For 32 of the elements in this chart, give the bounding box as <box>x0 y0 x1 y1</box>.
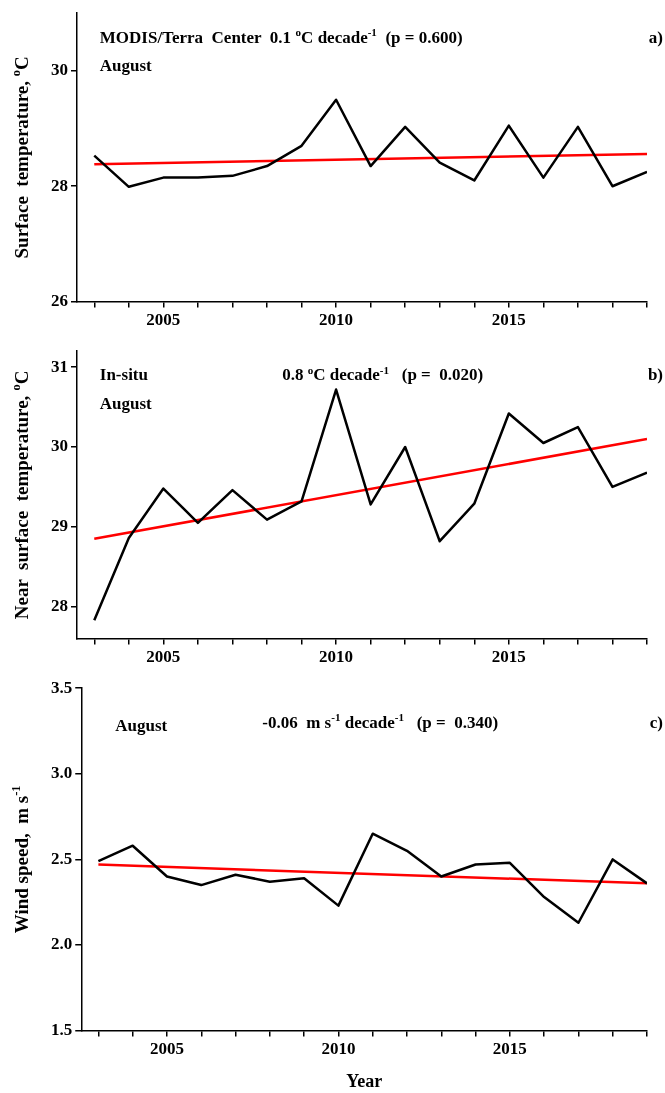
x-tick-label: 2005 <box>146 310 181 330</box>
annotation: August <box>99 56 153 76</box>
y-tick-label: 31 <box>51 356 68 376</box>
y-tick-label: 3.0 <box>51 763 73 783</box>
y-tick-label: 30 <box>51 60 68 80</box>
x-tick-label: 2010 <box>319 647 354 667</box>
y-tick-label: 29 <box>51 516 68 536</box>
y-axis-title: Near surface temperature, oC <box>9 370 32 620</box>
y-axis-title: Wind speed, m s-1 <box>9 785 32 934</box>
y-tick-label: 2.5 <box>51 848 73 868</box>
y-tick-label: 26 <box>51 290 68 310</box>
annotation: August <box>115 716 168 736</box>
y-tick-label: 3.5 <box>51 677 73 697</box>
text: b) <box>647 365 664 385</box>
text: c) <box>649 712 664 732</box>
x-tick-label: 2010 <box>319 310 354 330</box>
y-axis-title: Surface temperature, oC <box>9 56 32 259</box>
x-tick-label: 2015 <box>492 1039 527 1059</box>
x-tick-label: 2015 <box>491 310 526 330</box>
x-tick-label: 2010 <box>321 1039 356 1059</box>
y-tick-label: 1.5 <box>51 1019 73 1039</box>
x-tick-label: 2015 <box>491 647 526 667</box>
y-tick-label: 2.0 <box>51 934 73 954</box>
x-tick-label: 2005 <box>146 647 181 667</box>
annotation: In-situ <box>99 365 148 385</box>
text: a) <box>648 27 664 47</box>
y-tick-label: 28 <box>51 596 68 616</box>
x-tick-label: 2005 <box>149 1039 184 1059</box>
x-axis-title: Year <box>346 1071 383 1091</box>
y-tick-label: 28 <box>51 175 68 195</box>
y-tick-label: 30 <box>51 436 68 456</box>
annotation: August <box>99 394 153 414</box>
